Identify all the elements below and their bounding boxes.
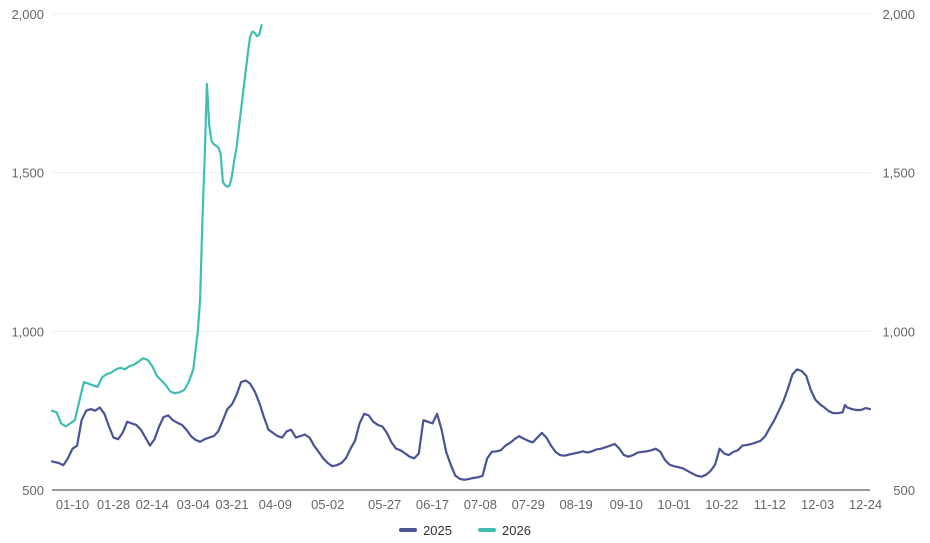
x-tick-label: 02-14 <box>136 497 169 512</box>
x-tick-label: 03-04 <box>177 497 210 512</box>
x-tick-label: 06-17 <box>416 497 449 512</box>
legend-item-2026[interactable]: 2026 <box>478 520 531 540</box>
x-tick-label: 05-27 <box>368 497 401 512</box>
y-tick-label-right: 500 <box>893 483 915 498</box>
x-axis: 01-10 01-28 02-14 03-04 03-21 04-09 05-02 05-27… <box>52 489 882 512</box>
legend-item-2025[interactable]: 2025 <box>399 520 452 540</box>
line-chart: 500 1,000 1,500 2,000 500 1,000 1,500 2,000 01… <box>11 7 915 512</box>
y-tick-label-right: 2,000 <box>882 7 915 22</box>
x-tick-label: 12-24 <box>849 497 882 512</box>
y-tick-label-left: 1,500 <box>11 166 44 181</box>
legend-swatch-2026 <box>478 528 496 532</box>
y-tick-label-right: 1,500 <box>882 166 915 181</box>
x-tick-label: 05-02 <box>311 497 344 512</box>
x-tick-label: 08-19 <box>559 497 592 512</box>
x-tick-label: 03-21 <box>215 497 248 512</box>
x-tick-label: 01-10 <box>56 497 89 512</box>
x-tick-label: 04-09 <box>259 497 292 512</box>
x-tick-label: 10-22 <box>705 497 738 512</box>
series-line-2026[interactable] <box>50 24 263 428</box>
y-tick-label-left: 1,000 <box>11 324 44 339</box>
x-tick-label: 12-03 <box>801 497 834 512</box>
legend-swatch-2025 <box>399 528 418 532</box>
x-tick-label: 07-29 <box>512 497 545 512</box>
left-y-axis: 500 1,000 1,500 2,000 <box>11 7 44 498</box>
right-y-axis: 500 1,000 1,500 2,000 <box>882 7 915 498</box>
x-tick-label: 07-08 <box>464 497 497 512</box>
y-tick-label-right: 1,000 <box>882 324 915 339</box>
legend-label-2025: 2025 <box>423 522 452 538</box>
y-tick-label-left: 2,000 <box>11 7 44 22</box>
y-tick-label-left: 500 <box>22 483 44 498</box>
legend-label-2026: 2026 <box>502 522 531 538</box>
gridlines <box>52 13 870 332</box>
x-tick-label: 09-10 <box>610 497 643 512</box>
x-tick-label: 11-12 <box>754 497 786 512</box>
x-tick-label: 01-28 <box>97 497 130 512</box>
series-line-2025[interactable] <box>50 368 872 481</box>
x-tick-label: 10-01 <box>657 497 690 512</box>
legend: 2025 2026 <box>0 520 930 540</box>
series-lines <box>50 24 872 481</box>
